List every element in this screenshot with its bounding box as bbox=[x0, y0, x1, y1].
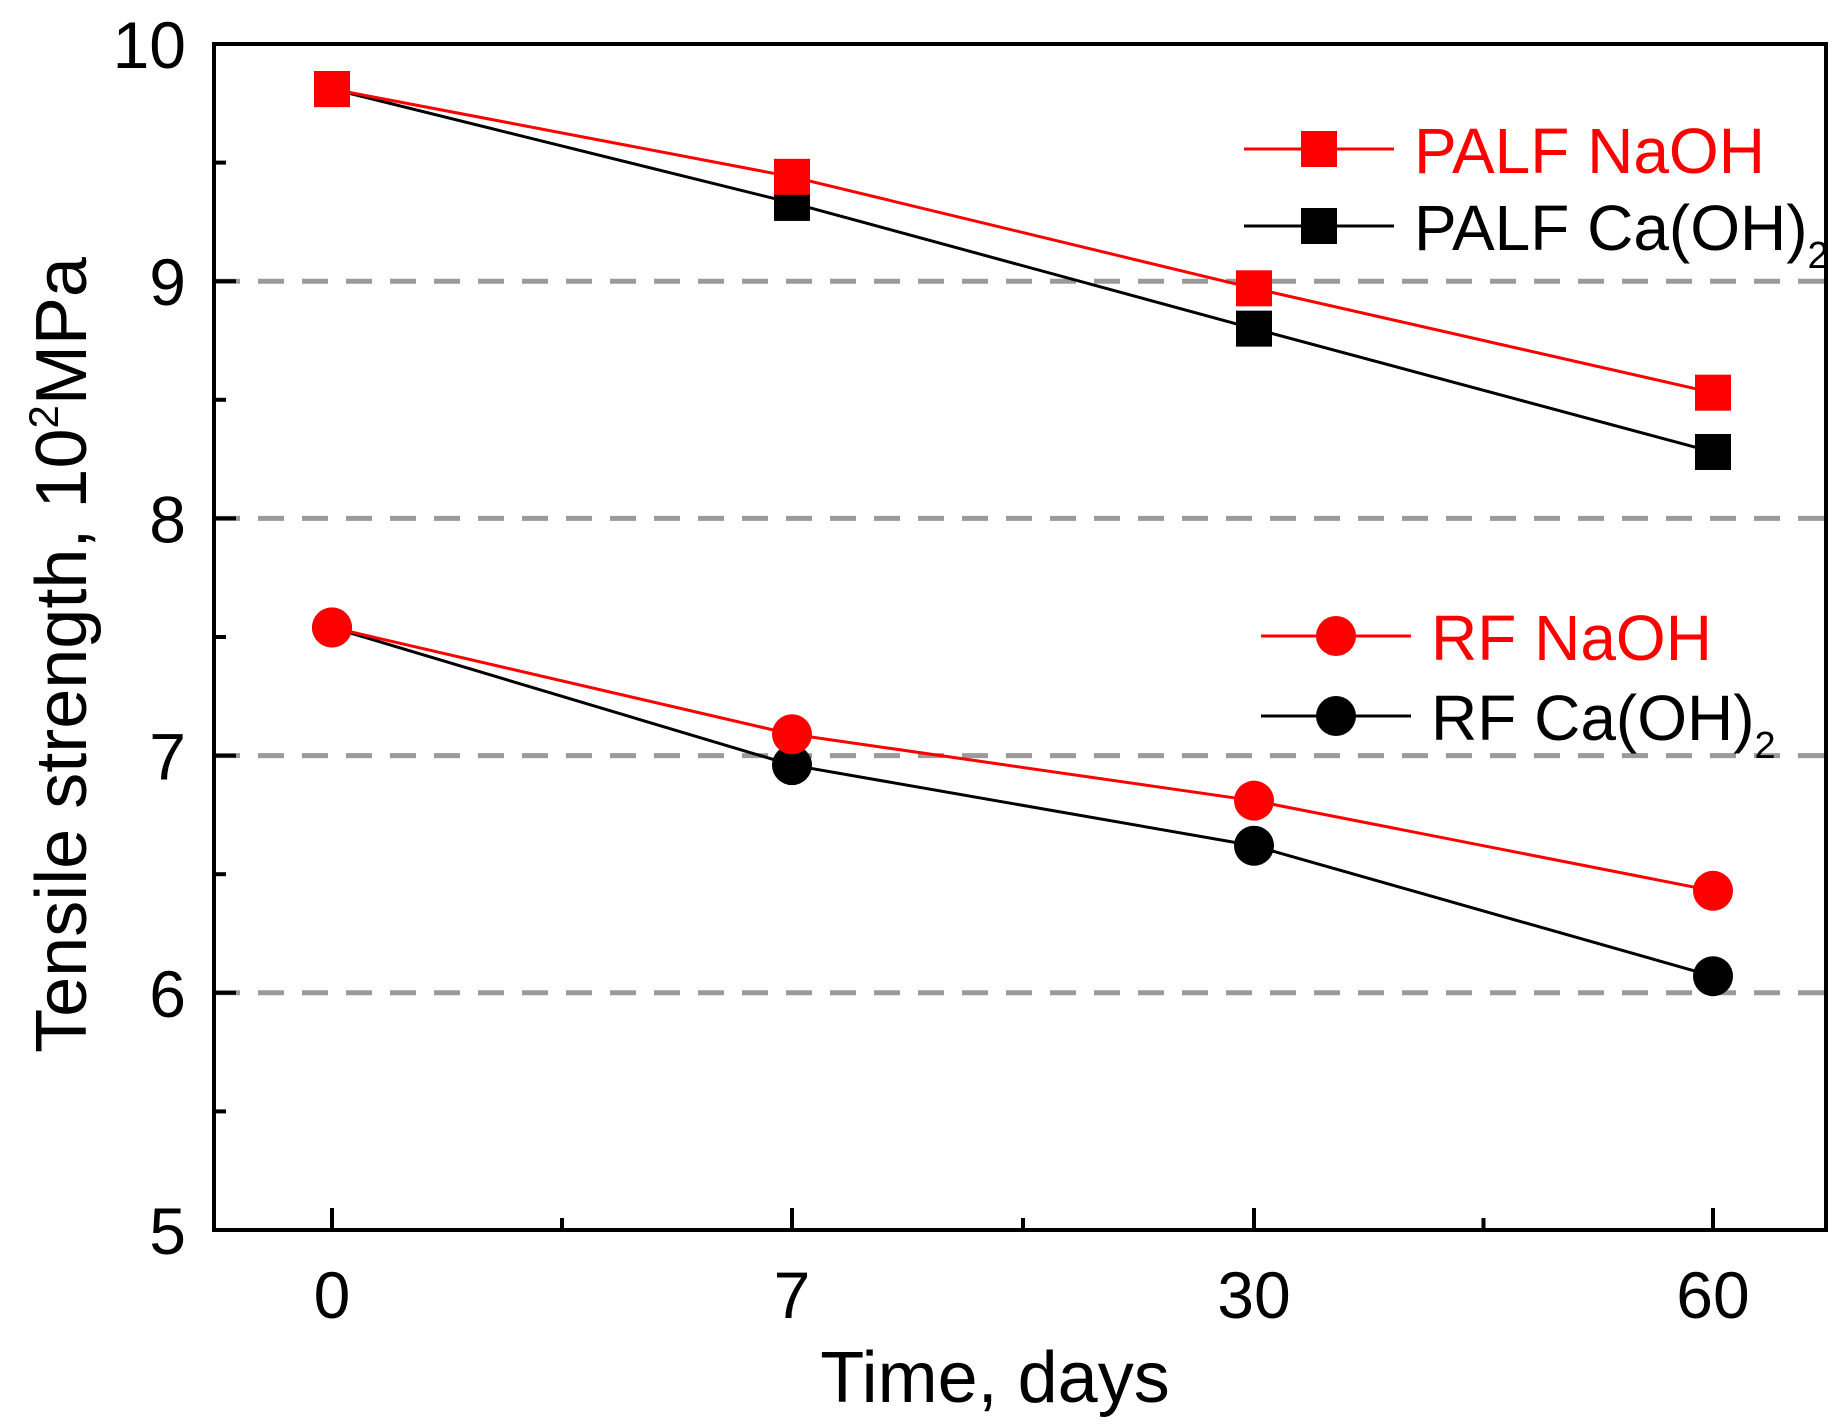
legend-label-subscript: 2 bbox=[1808, 235, 1829, 277]
data-point bbox=[1234, 780, 1274, 821]
legend-label: PALF Ca(OH)2 bbox=[1414, 192, 1829, 277]
legend-label: RF Ca(OH)2 bbox=[1431, 682, 1776, 767]
x-tick-label: 0 bbox=[314, 1258, 351, 1332]
x-tick-label: 30 bbox=[1217, 1258, 1290, 1332]
y-tick-label: 5 bbox=[149, 1194, 186, 1268]
data-point bbox=[772, 745, 812, 786]
data-point bbox=[772, 714, 812, 755]
y-axis-title: Tensile strength, 102MPa bbox=[20, 256, 102, 1053]
y-tick-label: 10 bbox=[113, 8, 186, 82]
legend-marker bbox=[1301, 131, 1337, 167]
axis-labels: 5 6 7 8 9 10 0 7 30 60 bbox=[113, 8, 1750, 1332]
y-axis-title-main: Tensile strength, 10 bbox=[22, 429, 102, 1053]
y-axis-title-superscript: 2 bbox=[20, 405, 67, 428]
series-line bbox=[331, 87, 1714, 395]
legend-item: RF NaOH bbox=[1261, 602, 1712, 674]
data-point bbox=[1693, 870, 1733, 911]
y-tick-label: 6 bbox=[149, 957, 186, 1031]
legend-label-main: PALF Ca(OH) bbox=[1414, 192, 1808, 264]
data-point bbox=[1236, 270, 1272, 307]
x-axis-title: Time, days bbox=[820, 1338, 1169, 1418]
legend-label-subscript: 2 bbox=[1755, 725, 1776, 767]
x-tick-label: 60 bbox=[1676, 1258, 1749, 1332]
legend-item: PALF NaOH bbox=[1244, 115, 1765, 187]
legend-marker bbox=[1316, 696, 1356, 736]
data-point bbox=[314, 71, 350, 108]
y-tick-label: 8 bbox=[149, 482, 186, 556]
data-point bbox=[1695, 374, 1731, 411]
series bbox=[312, 71, 1733, 997]
series-rf-naoh bbox=[312, 607, 1733, 911]
series-line bbox=[331, 87, 1714, 454]
series-palf-naoh bbox=[314, 71, 1731, 411]
y-axis-title-unit: MPa bbox=[22, 256, 102, 405]
legend-label: RF NaOH bbox=[1431, 602, 1712, 674]
data-point bbox=[774, 158, 810, 195]
data-point bbox=[312, 607, 352, 648]
gridlines bbox=[214, 278, 1826, 996]
legend-label-main: RF Ca(OH) bbox=[1431, 682, 1755, 754]
x-tick-label: 7 bbox=[774, 1258, 811, 1332]
legend-item: RF Ca(OH)2 bbox=[1261, 682, 1776, 767]
y-tick-label: 9 bbox=[149, 245, 186, 319]
legend-marker bbox=[1316, 616, 1356, 656]
legend-item: PALF Ca(OH)2 bbox=[1244, 192, 1829, 277]
y-tick-label: 7 bbox=[149, 720, 186, 794]
data-point bbox=[1236, 310, 1272, 347]
legend-label-main: PALF NaOH bbox=[1414, 115, 1765, 187]
legend-marker bbox=[1301, 208, 1337, 244]
plot-frame bbox=[212, 42, 1828, 1232]
legend-label-main: RF NaOH bbox=[1431, 602, 1712, 674]
data-point bbox=[1234, 825, 1274, 866]
data-point bbox=[1695, 433, 1731, 470]
series-line bbox=[331, 626, 1714, 893]
data-point bbox=[1693, 956, 1733, 997]
legend-label: PALF NaOH bbox=[1414, 115, 1765, 187]
series-line bbox=[331, 626, 1714, 978]
